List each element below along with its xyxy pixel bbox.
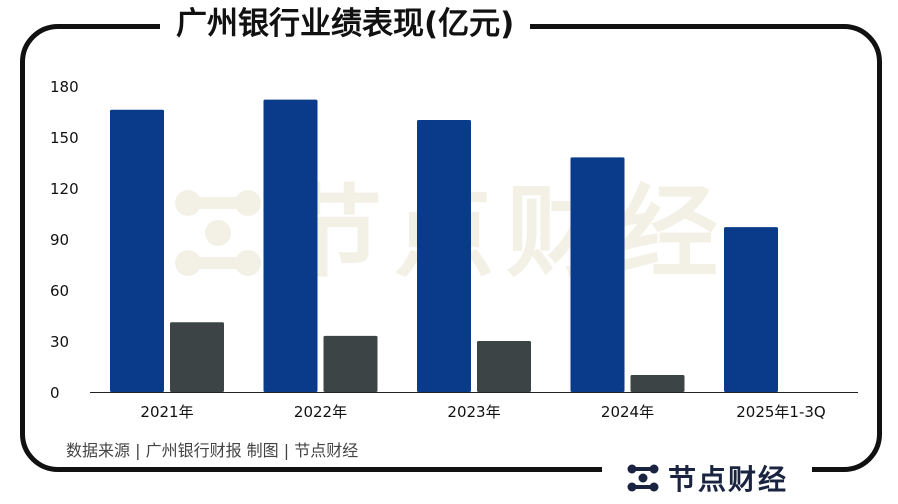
x-tick-label: 2021年	[140, 403, 193, 421]
y-tick-label: 0	[50, 384, 60, 402]
bar-s1-0	[110, 109, 164, 393]
x-tick-label: 2024年	[601, 403, 654, 421]
y-tick-label: 60	[50, 282, 69, 300]
bar-s1-4	[724, 227, 778, 392]
source-note: 数据来源 | 广州银行财报 制图 | 节点财经	[66, 441, 359, 460]
chart-title: 广州银行业绩表现(亿元)	[160, 4, 531, 44]
y-tick-label: 150	[50, 129, 79, 147]
x-tick-label: 2025年1-3Q	[736, 403, 825, 421]
y-tick-label: 120	[50, 180, 79, 198]
bar-s1-1	[263, 99, 318, 392]
bar-s1-3	[570, 157, 625, 392]
brand-logo-icon	[627, 464, 659, 492]
x-tick-label: 2023年	[447, 403, 500, 421]
y-tick-label: 30	[50, 333, 69, 351]
bar-s2-1	[323, 335, 378, 392]
watermark: 节点财经	[168, 178, 730, 288]
bar-s2-2	[477, 341, 531, 392]
bar-s2-0	[170, 322, 224, 392]
brand-logo: 节点财经	[602, 456, 812, 500]
y-tick-label: 90	[50, 231, 69, 249]
y-tick-label: 180	[50, 78, 79, 96]
bar-s2-3	[630, 375, 685, 392]
bar-s1-2	[417, 120, 471, 392]
x-tick-label: 2022年	[294, 403, 347, 421]
watermark-logo-icon	[175, 190, 261, 276]
brand-text: 节点财经	[667, 463, 788, 496]
watermark-text: 节点财经	[282, 174, 730, 291]
